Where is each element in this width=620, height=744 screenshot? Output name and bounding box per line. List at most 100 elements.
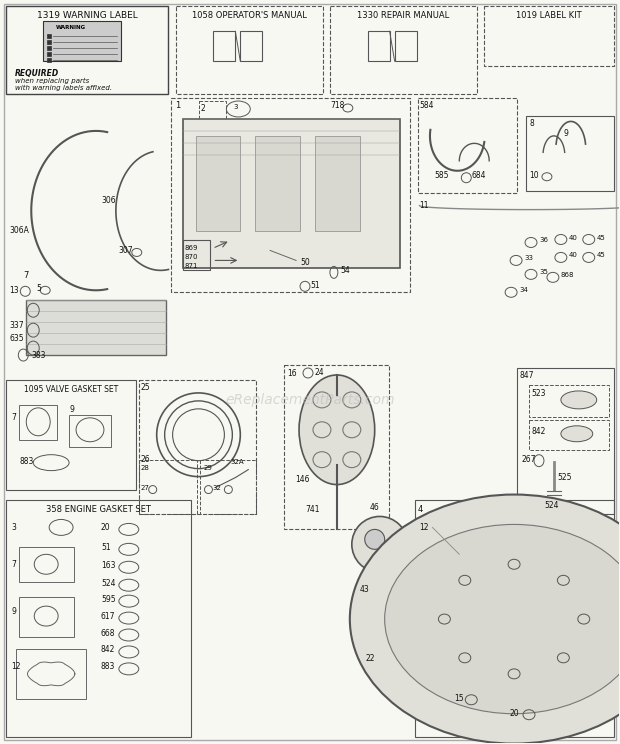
Text: 883: 883 [19,457,33,466]
Text: 1319 WARNING LABEL: 1319 WARNING LABEL [37,11,138,20]
Text: 524: 524 [544,501,559,510]
Text: 617: 617 [101,612,115,620]
Text: 11: 11 [420,201,429,210]
Text: 12: 12 [11,662,21,671]
Text: 36: 36 [539,237,548,243]
Text: 3: 3 [11,523,16,532]
Text: 383: 383 [31,350,46,359]
Ellipse shape [350,495,620,743]
Text: 28: 28 [141,465,149,471]
FancyBboxPatch shape [47,52,51,57]
Text: 584: 584 [420,101,434,111]
Text: 35: 35 [539,269,548,275]
Text: 34: 34 [519,287,528,293]
Text: 20: 20 [101,523,110,532]
Text: 45: 45 [596,234,606,240]
Ellipse shape [365,530,384,549]
Text: with warning labels affixed.: with warning labels affixed. [16,85,112,91]
Text: 9: 9 [11,606,16,615]
Ellipse shape [382,542,397,557]
FancyBboxPatch shape [315,136,360,231]
Text: 33: 33 [524,255,533,261]
Ellipse shape [384,596,399,610]
Text: 27: 27 [141,484,149,490]
Text: 32: 32 [213,484,221,490]
Text: 40: 40 [569,234,578,240]
Text: WARNING: WARNING [56,25,86,30]
FancyBboxPatch shape [47,58,51,62]
Text: 54: 54 [340,266,350,275]
Text: 358 ENGINE GASKET SET: 358 ENGINE GASKET SET [45,505,151,514]
Text: 12: 12 [420,523,429,532]
Text: 40: 40 [569,252,578,258]
Text: 871: 871 [185,263,198,269]
Text: 1019 LABEL KIT: 1019 LABEL KIT [516,11,582,20]
Text: 306A: 306A [9,226,29,235]
Text: 50: 50 [300,258,310,267]
FancyBboxPatch shape [195,136,241,231]
Text: 883: 883 [101,662,115,671]
Text: 668: 668 [101,629,115,638]
Ellipse shape [360,580,400,615]
Text: 337: 337 [9,321,24,330]
Text: 842: 842 [101,646,115,655]
Text: 718: 718 [330,100,344,109]
Text: 46: 46 [370,503,379,512]
Text: 32A: 32A [231,458,244,465]
Text: 847: 847 [519,371,534,380]
Text: 1330 REPAIR MANUAL: 1330 REPAIR MANUAL [358,11,450,20]
Text: 684: 684 [471,171,486,180]
Text: 868: 868 [561,272,574,278]
Ellipse shape [370,587,386,603]
Ellipse shape [384,525,620,713]
Text: 43: 43 [360,585,370,594]
Ellipse shape [561,426,593,442]
Text: 870: 870 [185,254,198,260]
FancyBboxPatch shape [47,46,51,50]
Text: 524: 524 [101,579,115,588]
FancyBboxPatch shape [47,40,51,44]
Text: 7: 7 [24,271,29,280]
Text: 26: 26 [141,455,151,464]
Text: 1: 1 [175,101,180,111]
Text: 163: 163 [101,561,115,570]
Text: 3: 3 [233,104,238,110]
Text: 525: 525 [557,473,572,482]
Text: 1095 VALVE GASKET SET: 1095 VALVE GASKET SET [24,385,118,394]
Text: 22: 22 [366,655,375,664]
FancyBboxPatch shape [47,34,51,38]
Text: 146: 146 [295,475,309,484]
Text: 7: 7 [11,414,16,423]
Text: 8: 8 [529,120,534,129]
Ellipse shape [352,516,407,572]
Text: 4: 4 [417,505,423,514]
Text: 9: 9 [564,129,569,138]
FancyBboxPatch shape [26,301,166,355]
FancyBboxPatch shape [182,119,400,269]
Text: 635: 635 [9,333,24,343]
Ellipse shape [299,375,374,484]
Text: 45: 45 [596,252,606,258]
Text: 25: 25 [141,383,151,392]
Text: 267: 267 [521,455,536,464]
Text: 869: 869 [185,246,198,251]
Text: 51: 51 [310,280,320,290]
Text: 29: 29 [203,465,213,471]
Text: 842: 842 [531,427,546,436]
Text: eReplacementParts.com: eReplacementParts.com [225,393,395,407]
Text: 5: 5 [36,283,41,293]
FancyBboxPatch shape [43,22,121,61]
Text: 16: 16 [287,370,297,379]
Ellipse shape [561,391,596,409]
Text: 523: 523 [531,389,546,399]
FancyBboxPatch shape [255,136,300,231]
Text: 15: 15 [454,694,464,703]
Text: 20: 20 [509,709,519,718]
Text: 9: 9 [69,405,74,414]
Text: 2: 2 [200,104,205,114]
Text: 595: 595 [101,594,115,603]
Text: 24: 24 [315,368,325,376]
Text: 13: 13 [9,286,19,295]
Text: 1058 OPERATOR'S MANUAL: 1058 OPERATOR'S MANUAL [192,11,307,20]
Text: 585: 585 [435,171,449,180]
